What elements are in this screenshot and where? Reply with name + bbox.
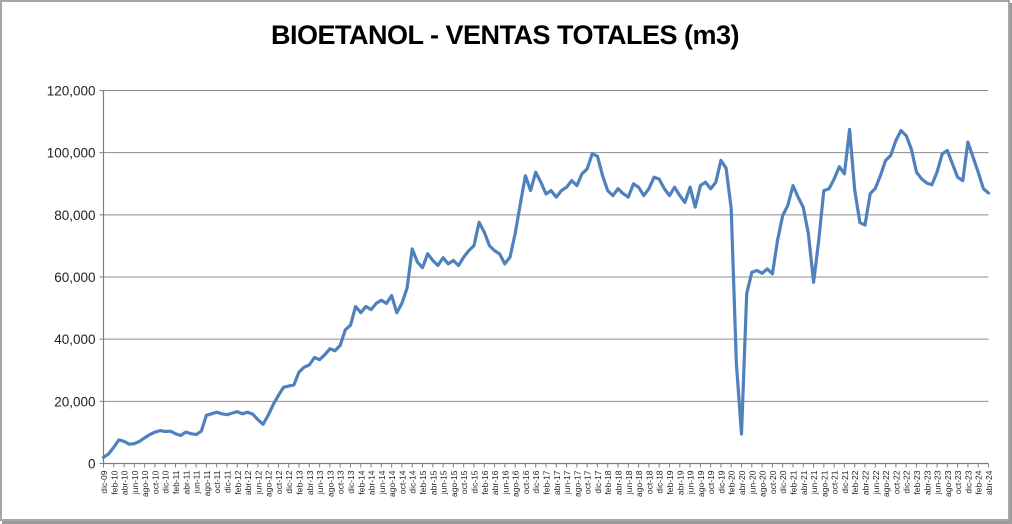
x-tick-label: feb-10 xyxy=(109,470,119,494)
x-tick-label: abr-18 xyxy=(614,470,624,495)
y-tick-label: 100,000 xyxy=(47,146,96,161)
x-tick-label: jun-13 xyxy=(315,470,325,495)
x-tick-label: dic-13 xyxy=(346,470,356,493)
x-tick-label: dic-18 xyxy=(655,470,665,493)
x-tick-label: jun-11 xyxy=(192,470,202,494)
x-tick-label: dic-16 xyxy=(531,470,541,493)
x-tick-label: dic-21 xyxy=(840,470,850,493)
x-tick-label: abr-24 xyxy=(984,470,994,495)
x-tick-label: ago-12 xyxy=(264,470,274,497)
x-tick-label: abr-22 xyxy=(861,470,871,495)
x-tick-label: jun-15 xyxy=(439,470,449,495)
x-tick-label: feb-15 xyxy=(418,470,428,494)
x-tick-label: ago-11 xyxy=(202,470,212,496)
x-tick-label: abr-11 xyxy=(181,470,191,494)
x-tick-label: feb-17 xyxy=(542,470,552,494)
x-tick-label: ago-16 xyxy=(511,470,521,497)
x-tick-label: feb-19 xyxy=(665,470,675,494)
x-tick-label: oct-22 xyxy=(891,470,901,494)
x-tick-label: feb-22 xyxy=(850,470,860,494)
x-tick-label: jun-18 xyxy=(624,470,634,495)
x-tick-label: ago-19 xyxy=(696,470,706,497)
series-line-ventas-totales xyxy=(101,127,991,459)
x-tick-label: jun-21 xyxy=(809,470,819,495)
x-tick-label: feb-18 xyxy=(603,470,613,494)
x-tick-label: ago-15 xyxy=(449,470,459,497)
x-tick-label: feb-24 xyxy=(974,470,984,494)
x-tick-label: abr-17 xyxy=(552,470,562,495)
x-tick-label: feb-16 xyxy=(480,470,490,494)
x-tick-label: oct-13 xyxy=(336,470,346,494)
x-tick-label: oct-15 xyxy=(459,470,469,494)
x-tick-label: oct-16 xyxy=(521,470,531,494)
x-tick-label: ago-14 xyxy=(387,470,397,497)
x-tick-label: feb-11 xyxy=(171,470,181,494)
x-tick-label: dic-14 xyxy=(408,470,418,493)
x-tick-label: abr-13 xyxy=(305,470,315,495)
x-tick-label: feb-20 xyxy=(727,470,737,494)
x-tick-label: jun-19 xyxy=(686,470,696,495)
x-tick-label: oct-20 xyxy=(768,470,778,494)
x-tick-label: oct-10 xyxy=(150,470,160,494)
x-tick-label: ago-18 xyxy=(634,470,644,497)
x-tick-label: oct-17 xyxy=(583,470,593,494)
x-tick-label: jun-16 xyxy=(500,470,510,495)
x-tick-label: dic-10 xyxy=(161,470,171,493)
x-tick-label: oct-14 xyxy=(397,470,407,494)
x-tick-label: dic-15 xyxy=(469,470,479,493)
x-tick-label: dic-23 xyxy=(963,470,973,493)
x-tick-label: dic-20 xyxy=(778,470,788,493)
x-tick-label: ago-20 xyxy=(758,470,768,497)
y-tick-label: 80,000 xyxy=(54,208,95,223)
x-tick-label: abr-20 xyxy=(737,470,747,495)
x-tick-label: ago-13 xyxy=(325,470,335,497)
x-tick-label: dic-11 xyxy=(222,470,232,493)
x-tick-label: dic-09 xyxy=(99,470,109,493)
x-tick-label: oct-19 xyxy=(706,470,716,494)
x-tick-label: jun-17 xyxy=(562,470,572,495)
x-tick-label: jun-22 xyxy=(871,470,881,495)
x-tick-label: ago-22 xyxy=(881,470,891,497)
x-tick-label: jun-12 xyxy=(253,470,263,495)
x-tick-label: oct-23 xyxy=(953,470,963,494)
x-tick-label: abr-16 xyxy=(490,470,500,495)
x-tick-label: feb-14 xyxy=(356,470,366,494)
x-tick-label: jun-23 xyxy=(933,470,943,495)
x-tick-label: dic-19 xyxy=(716,470,726,493)
x-tick-label: dic-17 xyxy=(593,470,603,493)
y-tick-label: 120,000 xyxy=(47,84,96,99)
x-tick-label: abr-10 xyxy=(120,470,130,495)
x-tick-label: abr-15 xyxy=(428,470,438,495)
x-tick-label: jun-10 xyxy=(130,470,140,495)
x-tick-label: oct-12 xyxy=(274,470,284,494)
x-tick-label: feb-21 xyxy=(788,470,798,494)
x-tick-label: abr-21 xyxy=(799,470,809,495)
x-tick-label: jun-20 xyxy=(747,470,757,495)
x-tick-label: abr-19 xyxy=(675,470,685,495)
y-tick-label: 40,000 xyxy=(54,332,95,347)
x-tick-label: oct-21 xyxy=(830,470,840,494)
x-tick-label: abr-23 xyxy=(922,470,932,495)
y-tick-label: 60,000 xyxy=(54,270,95,285)
x-tick-label: dic-12 xyxy=(284,470,294,493)
x-tick-label: oct-11 xyxy=(212,470,222,493)
x-tick-label: dic-22 xyxy=(902,470,912,493)
x-tick-label: feb-23 xyxy=(912,470,922,494)
x-tick-label: jun-14 xyxy=(377,470,387,495)
x-tick-label: abr-12 xyxy=(243,470,253,495)
x-tick-label: feb-13 xyxy=(295,470,305,494)
x-tick-label: abr-14 xyxy=(367,470,377,495)
y-tick-label: 20,000 xyxy=(54,394,95,409)
x-tick-label: feb-12 xyxy=(233,470,243,494)
x-tick-label: ago-23 xyxy=(943,470,953,497)
x-tick-label: ago-21 xyxy=(819,470,829,497)
x-tick-label: oct-18 xyxy=(644,470,654,494)
x-tick-label: ago-10 xyxy=(140,470,150,497)
chart-title: BIOETANOL - VENTAS TOTALES (m3) xyxy=(270,20,740,50)
y-tick-label: 0 xyxy=(88,457,96,472)
x-tick-label: ago-17 xyxy=(572,470,582,497)
